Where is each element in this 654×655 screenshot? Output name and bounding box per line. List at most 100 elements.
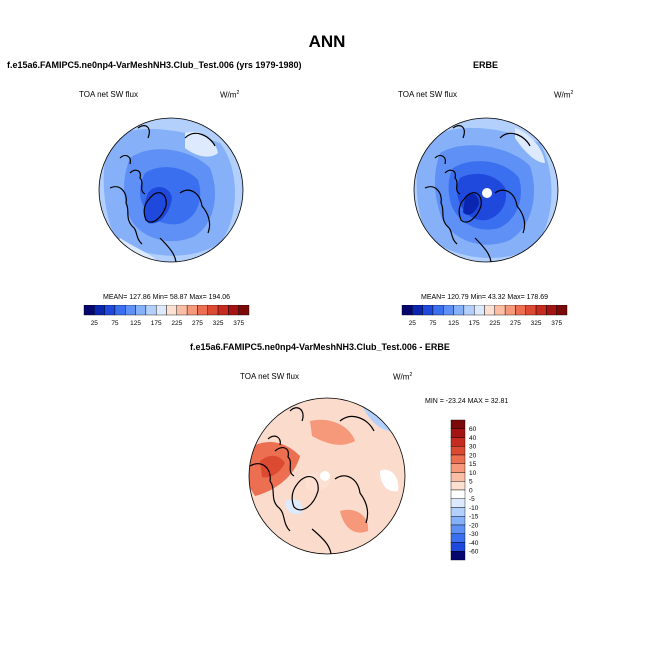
model-colorbar-box	[176, 305, 188, 316]
diff-colorbar-box	[450, 516, 466, 526]
diff-colorbar-tick-label: -30	[469, 531, 479, 538]
diff-colorbar-tick-label: -60	[469, 549, 479, 556]
diff-polar-map	[248, 397, 406, 555]
model-colorbar-tick-label: 75	[111, 320, 119, 327]
model-colorbar-box	[125, 305, 136, 316]
model-variable-label: TOA net SW flux	[79, 90, 138, 99]
obs-units-label: W/m2	[554, 90, 574, 100]
model-colorbar-tick-label: 225	[171, 320, 182, 327]
model-units-label: W/m2	[220, 90, 240, 100]
diff-colorbar-tick-label: -20	[469, 522, 479, 529]
diff-field-contour-4	[340, 509, 369, 533]
model-colorbar-tick-label: 175	[151, 320, 162, 327]
model-colorbar-box	[197, 305, 208, 316]
model-colorbar-box	[145, 305, 157, 316]
model-polar-map	[98, 117, 244, 263]
obs-stats-label: MEAN= 120.79 Min= 43.32 Max= 178.69	[421, 294, 549, 301]
diff-colorbar-box	[450, 472, 466, 482]
obs-colorbar-box	[412, 305, 423, 316]
diff-colorbar-tick-label: -5	[469, 496, 475, 503]
diff-colorbar-tick-label: 5	[469, 479, 473, 486]
diff-colorbar-tick-label: 40	[469, 435, 477, 442]
obs-colorbar-box	[484, 305, 496, 316]
obs-colorbar-box	[546, 305, 557, 316]
obs-missing-pole	[482, 188, 492, 198]
model-coastlines	[109, 125, 216, 262]
diff-colorbar-tick-label: -15	[469, 514, 479, 521]
obs-colorbar-box	[504, 305, 516, 316]
obs-colorbar-box	[535, 305, 547, 316]
diff-colorbar-box	[450, 428, 466, 438]
obs-colorbar-tick-label: 75	[429, 320, 437, 327]
diff-stats-label: MIN = -23.24 MAX = 32.81	[425, 398, 509, 405]
diff-colorbar-box	[450, 533, 466, 543]
diff-variable-label: TOA net SW flux	[240, 372, 299, 381]
model-colorbar-box	[135, 305, 147, 316]
diff-colorbar-tick-label: 10	[469, 470, 477, 477]
obs-colorbar-box	[473, 305, 485, 316]
model-colorbar-box	[238, 305, 250, 316]
diff-colorbar-box	[450, 463, 466, 473]
obs-colorbar-box	[432, 305, 444, 316]
model-stats-label: MEAN= 127.86 Min= 58.87 Max= 194.06	[103, 294, 231, 301]
diff-colorbar-box	[450, 498, 466, 508]
obs-colorbar-tick-label: 225	[489, 320, 500, 327]
obs-colorbar-tick-label: 275	[510, 320, 521, 327]
diff-units-label: W/m2	[393, 372, 413, 382]
obs-colorbar-tick-label: 125	[448, 320, 459, 327]
model-colorbar-box	[114, 305, 126, 316]
diff-colorbar-tick-label: 15	[469, 461, 477, 468]
obs-variable-label: TOA net SW flux	[398, 90, 457, 99]
obs-colorbar-tick-label: 325	[531, 320, 542, 327]
diff-colorbar-tick-label: 0	[469, 487, 473, 494]
diff-colorbar-tick-label: 20	[469, 452, 477, 459]
model-map-boundary	[98, 117, 244, 263]
obs-colorbar-box	[525, 305, 537, 316]
model-colorbar-box	[83, 305, 95, 316]
diff-colorbar-box	[450, 489, 466, 499]
diff-colorbar-box	[450, 507, 466, 517]
diff-panel-title: f.e15a6.FAMIPC5.ne0np4-VarMeshNH3.Club_T…	[190, 342, 450, 352]
model-colorbar-box	[207, 305, 219, 316]
model-colorbar-box	[217, 305, 229, 316]
diff-map-boundary	[248, 397, 406, 555]
obs-colorbar-tick-label: 25	[409, 320, 417, 327]
diff-colorbar-tick-label: -40	[469, 540, 479, 547]
diff-colorbar-box	[450, 551, 466, 561]
diff-colorbar-box	[450, 524, 466, 534]
diff-field-contour-3	[310, 419, 355, 445]
obs-colorbar-box	[556, 305, 568, 316]
diff-field-contour-7	[380, 469, 399, 492]
model-colorbar-box	[155, 305, 167, 316]
diff-colorbar-box	[450, 437, 466, 447]
model-field-contour-5	[185, 131, 218, 157]
diff-colorbar-tick-label: 60	[469, 426, 477, 433]
diff-coastlines	[249, 407, 375, 554]
main-title: ANN	[308, 32, 346, 51]
model-colorbar-tick-label: 25	[91, 320, 99, 327]
obs-colorbar-tick-label: 175	[469, 320, 480, 327]
model-colorbar-box	[94, 305, 105, 316]
model-colorbar-box	[228, 305, 239, 316]
model-colorbar-box	[104, 305, 116, 316]
diff-missing-pole	[320, 471, 330, 481]
diff-colorbar-box	[450, 481, 466, 491]
diff-colorbar-box	[450, 542, 466, 552]
model-colorbar: 25 75 125 175 225 275 325 375	[83, 305, 250, 327]
model-colorbar-tick-label: 375	[233, 320, 244, 327]
obs-colorbar-box	[443, 305, 454, 316]
diff-colorbar-tick-label: 30	[469, 444, 477, 451]
obs-colorbar: 25 75 125 175 225 275 325 375	[401, 305, 568, 327]
obs-coastlines	[424, 125, 531, 262]
model-colorbar-box	[186, 305, 198, 316]
obs-field-contour-5	[463, 193, 479, 215]
model-colorbar-tick-label: 125	[130, 320, 141, 327]
obs-map-boundary	[413, 117, 559, 263]
diff-colorbar-tick-label: -10	[469, 505, 479, 512]
obs-colorbar-box	[463, 305, 475, 316]
model-colorbar-tick-label: 275	[192, 320, 203, 327]
diff-colorbar-box	[450, 454, 466, 464]
obs-colorbar-box	[453, 305, 465, 316]
obs-panel-title: ERBE	[473, 60, 499, 70]
